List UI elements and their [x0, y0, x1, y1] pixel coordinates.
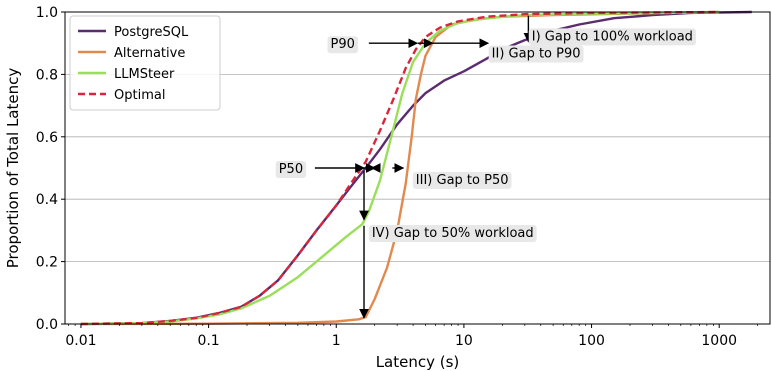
annotation-label-5: IV) Gap to 50% workload — [368, 224, 537, 242]
annotation-label-bg — [488, 45, 584, 63]
legend-label-alternative: Alternative — [114, 46, 185, 61]
y-axis-label: Proportion of Total Latency — [4, 68, 22, 269]
x-tick-label-1: 0.1 — [197, 333, 219, 349]
annotations: P90 II) Gap to P90 I) Gap to 100% workload… — [275, 15, 696, 319]
annotation-label-bg — [412, 171, 512, 189]
annotation-label-bg — [275, 161, 307, 178]
x-tick-label-0: 0.01 — [65, 333, 96, 349]
axes: 0.0 0.2 0.4 0.6 0.8 1.0 0.01 0.1 1 10 100 1000 — [36, 5, 758, 349]
annotation-text: II) Gap to P90 — [492, 47, 581, 62]
annotation-label-3: P50 — [275, 161, 307, 178]
legend-label-optimal: Optimal — [114, 88, 165, 103]
y-tick-label-3: 0.6 — [36, 130, 58, 146]
y-tick-label-1: 0.2 — [36, 255, 58, 271]
annotation-text: III) Gap to P50 — [416, 173, 509, 188]
legend-label-postgresql: PostgreSQL — [114, 25, 189, 40]
legend-label-llmsteer: LLMSteer — [114, 67, 175, 82]
plot-frame — [64, 11, 771, 325]
annotation-label-bg — [368, 224, 537, 242]
x-axis-label: Latency (s) — [376, 353, 460, 371]
legend: PostgreSQL Alternative LLMSteer Optimal — [69, 15, 221, 111]
annotation-text: P90 — [331, 37, 355, 52]
annotation-text: P50 — [279, 162, 303, 177]
annotation-label-2: I) Gap to 100% workload — [528, 28, 696, 46]
annotation-text: I) Gap to 100% workload — [532, 29, 693, 44]
y-tick-label-5: 1.0 — [36, 5, 58, 21]
annotation-label-1: II) Gap to P90 — [488, 45, 584, 63]
y-tick-label-4: 0.8 — [36, 67, 58, 83]
x-tick-label-4: 100 — [578, 333, 605, 349]
series-line-postgresql — [80, 10, 752, 326]
x-tick-label-5: 1000 — [701, 333, 737, 349]
y-tick-label-2: 0.4 — [36, 192, 58, 208]
annotation-label-bg — [327, 36, 358, 54]
annotation-label-0: P90 — [327, 36, 358, 54]
annotation-text: IV) Gap to 50% workload — [372, 226, 534, 241]
annotation-label-4: III) Gap to P50 — [412, 171, 512, 189]
annotation-label-bg — [528, 28, 696, 46]
x-tick-label-3: 10 — [455, 333, 473, 349]
y-tick-label-0: 0.0 — [36, 317, 58, 333]
x-tick-label-2: 1 — [332, 333, 341, 349]
legend-box — [69, 15, 221, 111]
